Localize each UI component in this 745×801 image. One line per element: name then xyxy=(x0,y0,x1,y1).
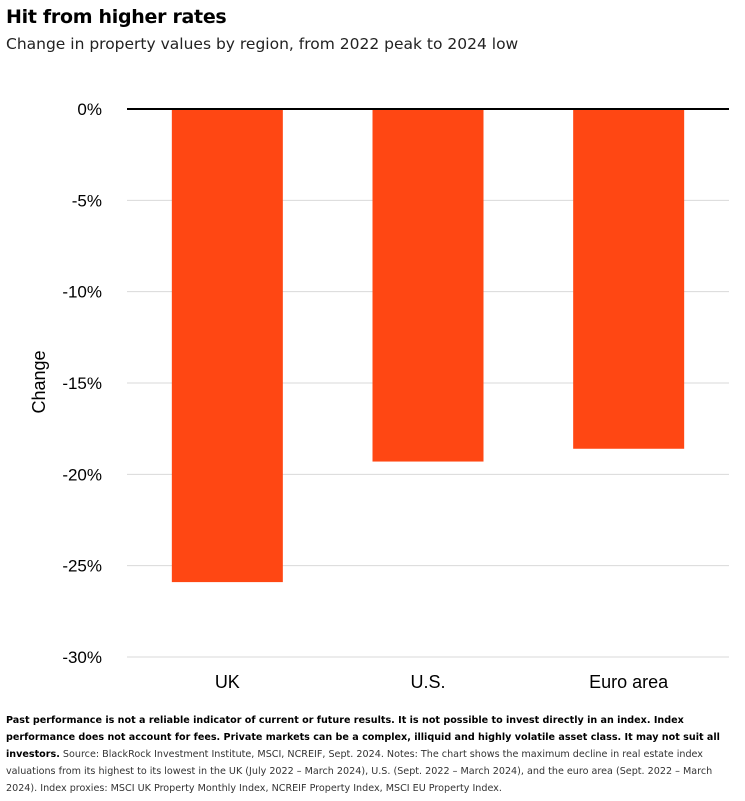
y-tick-label: -5% xyxy=(72,191,102,210)
bar-euro-area xyxy=(573,109,685,449)
y-tick-label: -10% xyxy=(62,283,102,302)
chart-subtitle: Change in property values by region, fro… xyxy=(6,35,519,53)
x-tick-label: Euro area xyxy=(589,672,669,692)
bar-chart: 0% -5% -10% -15% -20% -25% -30% UK U.S. Euro area… xyxy=(29,100,729,692)
bar-uk xyxy=(171,109,283,583)
y-tick-label: -20% xyxy=(62,465,102,484)
y-tick-label: -25% xyxy=(62,557,102,576)
footnote-disclaimer: Past performance is not a reliable indic… xyxy=(6,715,720,760)
bar-u-s xyxy=(372,109,484,462)
x-tick-label: UK xyxy=(215,672,240,692)
y-axis-label: Change xyxy=(29,350,49,413)
footnote: Past performance is not a reliable indic… xyxy=(6,712,734,797)
x-tick-label: U.S. xyxy=(410,672,445,692)
y-tick-label: -15% xyxy=(62,374,102,393)
chart-title: Hit from higher rates xyxy=(6,6,227,28)
y-tick-label: -30% xyxy=(62,648,102,667)
footnote-source: Source: BlackRock Investment Institute, … xyxy=(6,749,713,794)
y-tick-label: 0% xyxy=(77,100,102,119)
